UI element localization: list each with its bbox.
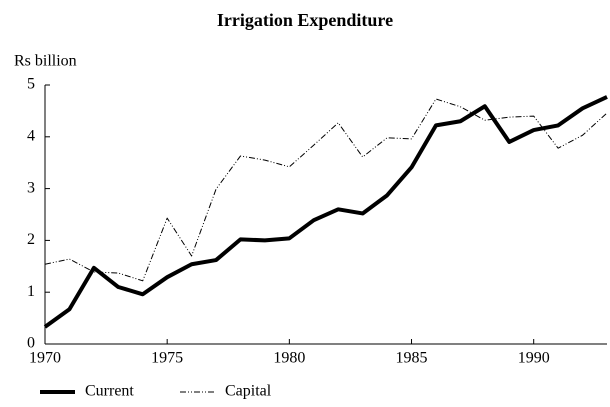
legend-label: Current [85, 383, 134, 400]
x-tick-label: 1970 [29, 350, 61, 367]
x-tick-label: 1980 [273, 350, 305, 367]
y-tick-label: 3 [27, 179, 35, 196]
x-tick-label: 1990 [518, 350, 550, 367]
y-tick-label: 5 [27, 76, 35, 93]
y-tick-label: 4 [27, 127, 35, 144]
legend-label: Capital [225, 383, 272, 400]
y-axis-label: Rs billion [14, 53, 77, 70]
y-tick-label: 2 [27, 231, 35, 248]
x-tick-label: 1975 [151, 350, 183, 367]
y-tick-label: 0 [27, 335, 35, 352]
line-series [43, 95, 608, 329]
y-tick-label: 1 [27, 283, 35, 300]
x-tick-label: 1985 [396, 350, 428, 367]
line-series [44, 98, 608, 282]
chart-title: Irrigation Expenditure [217, 10, 393, 30]
